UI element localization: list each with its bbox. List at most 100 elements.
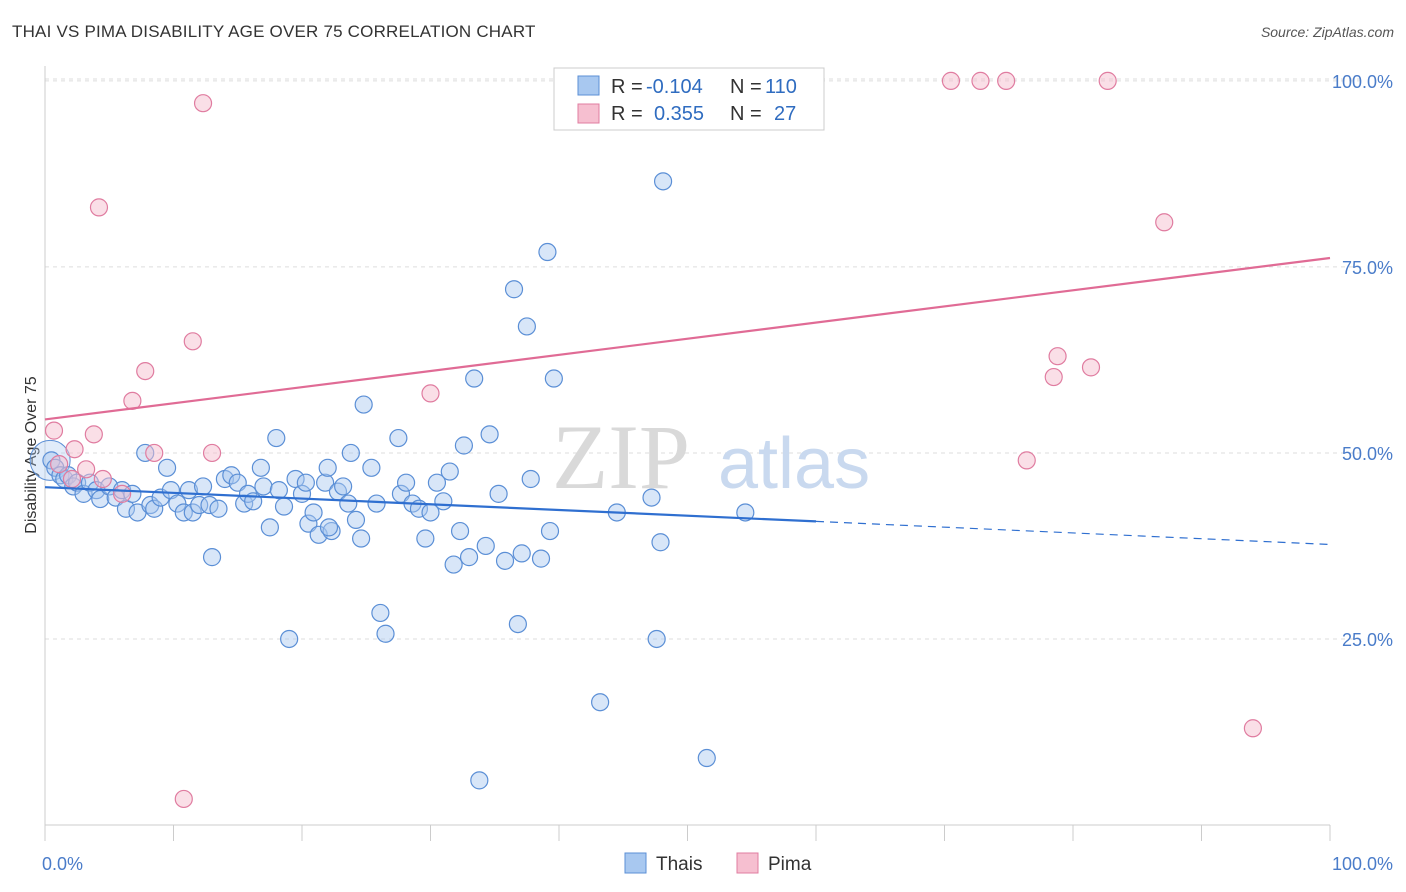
- axes: [44, 66, 1331, 841]
- trend-line-thais-extension: [815, 520, 1331, 546]
- y-tick-label: 75.0%: [1342, 258, 1393, 278]
- legend-r-value-thais: -0.104: [646, 76, 703, 98]
- data-point-thais: [339, 494, 358, 513]
- data-point-pima: [997, 71, 1016, 90]
- trend-line-pima: [44, 256, 1331, 421]
- data-point-pima: [1048, 347, 1067, 366]
- data-point-thais: [480, 425, 499, 444]
- data-point-thais: [316, 473, 335, 492]
- data-point-thais: [209, 499, 228, 518]
- data-point-thais: [157, 458, 177, 477]
- data-point-pima: [941, 71, 961, 90]
- data-point-thais: [200, 495, 219, 515]
- data-point-thais: [254, 477, 273, 496]
- data-point-thais: [376, 624, 395, 643]
- data-point-thais: [362, 458, 381, 477]
- legend-r-value-pima: 0.355: [654, 103, 704, 125]
- bottom-legend-swatch-thais: [624, 852, 647, 874]
- data-point-pima: [1155, 213, 1174, 232]
- data-point-pima: [1243, 719, 1263, 738]
- data-point-thais: [470, 771, 489, 790]
- watermark-atlas: atlas: [718, 424, 870, 504]
- data-point-thais: [521, 469, 540, 489]
- data-point-thais: [517, 317, 536, 336]
- data-point-thais: [352, 529, 371, 548]
- data-point-thais: [168, 494, 187, 513]
- data-point-thais: [591, 693, 610, 712]
- data-point-thais: [274, 497, 294, 516]
- data-point-pima: [193, 94, 213, 113]
- data-point-thais: [653, 172, 673, 191]
- series-legend: Thais Pima: [624, 852, 812, 875]
- data-point-thais: [341, 443, 360, 463]
- data-point-thais: [396, 473, 416, 492]
- data-point-thais: [450, 521, 470, 541]
- data-point-pima: [971, 71, 990, 90]
- correlation-legend: R = -0.104 N = 110 R = 0.355 N = 27: [553, 67, 825, 131]
- legend-r-label-pima: R =: [611, 103, 643, 125]
- legend-swatch-thais: [577, 75, 600, 96]
- grid-lines: [45, 78, 1365, 640]
- data-point-thais: [260, 518, 279, 537]
- data-point-thais: [508, 614, 527, 634]
- data-point-thais: [647, 629, 666, 649]
- trend-line-thais: [44, 486, 817, 523]
- bottom-legend-label-thais: Thais: [656, 854, 702, 875]
- data-point-pima: [84, 425, 103, 444]
- data-point-thais: [540, 521, 560, 541]
- y-tick-labels: 25.0% 50.0% 75.0% 100.0%: [1332, 72, 1393, 650]
- data-point-thais: [222, 466, 241, 485]
- data-point-pima: [136, 361, 155, 381]
- data-point-thais: [371, 603, 390, 623]
- y-tick-label: 100.0%: [1332, 72, 1393, 92]
- source-label: Source: ZipAtlas.com: [1260, 24, 1394, 40]
- data-point-thais: [267, 428, 286, 448]
- data-point-thais: [544, 369, 563, 388]
- data-point-thais: [319, 518, 339, 537]
- data-point-thais: [145, 499, 164, 518]
- data-point-thais: [736, 503, 755, 522]
- data-point-thais: [228, 473, 247, 492]
- data-point-thais: [642, 488, 661, 507]
- data-point-thais: [495, 551, 515, 570]
- chart-title: THAI VS PIMA DISABILITY AGE OVER 75 CORR…: [12, 22, 536, 41]
- data-point-pima: [1081, 358, 1101, 377]
- data-point-pima: [174, 789, 193, 809]
- legend-n-label-pima: N =: [730, 103, 762, 125]
- data-point-pima: [1017, 451, 1036, 470]
- data-point-thais: [512, 544, 531, 563]
- y-tick-label: 50.0%: [1342, 444, 1393, 464]
- data-point-thais: [299, 514, 318, 533]
- data-point-thais: [531, 549, 551, 568]
- y-axis-title: Disability Age Over 75: [23, 376, 40, 534]
- legend-n-value-thais: 110: [765, 76, 797, 98]
- data-point-thais: [190, 495, 209, 515]
- data-point-pima: [89, 198, 109, 217]
- data-point-thais: [280, 629, 299, 649]
- series-pima-points: [44, 71, 1263, 809]
- data-point-thais: [440, 462, 459, 481]
- data-point-thais: [427, 473, 447, 492]
- data-point-thais: [304, 503, 323, 522]
- data-point-thais: [334, 477, 353, 496]
- data-point-thais: [697, 748, 716, 768]
- legend-n-value-pima: 27: [774, 103, 796, 125]
- data-point-thais: [454, 436, 474, 455]
- data-point-thais: [296, 473, 315, 492]
- data-point-thais: [318, 458, 337, 477]
- data-point-pima: [44, 421, 64, 440]
- data-point-thais: [538, 242, 557, 262]
- data-point-thais: [416, 529, 435, 548]
- data-point-thais: [465, 369, 484, 388]
- y-tick-label: 25.0%: [1342, 630, 1393, 650]
- data-point-thais: [346, 510, 366, 530]
- watermark-zip: ZIP: [552, 406, 690, 508]
- data-point-thais: [476, 536, 495, 556]
- bottom-legend-label-pima: Pima: [768, 854, 812, 875]
- bottom-legend-swatch-pima: [736, 852, 759, 874]
- data-point-thais: [269, 481, 288, 500]
- trend-lines: [44, 256, 1331, 546]
- data-point-thais: [444, 555, 463, 574]
- data-point-pima: [145, 443, 164, 463]
- data-point-thais: [434, 492, 453, 511]
